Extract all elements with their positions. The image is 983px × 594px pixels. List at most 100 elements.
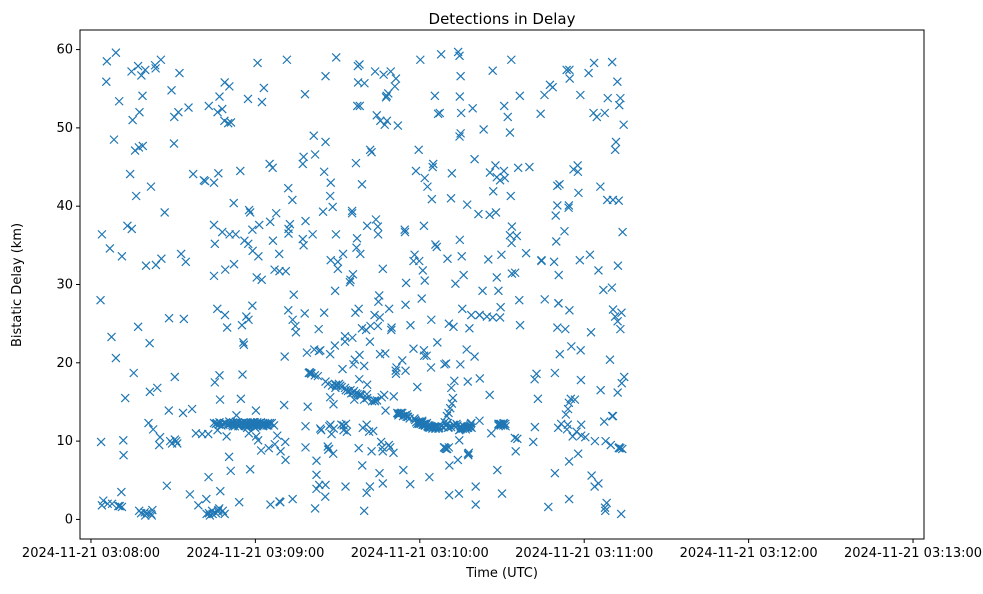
data-point xyxy=(433,109,443,119)
data-point xyxy=(243,239,253,249)
x-tick-label: 2024-11-21 03:12:00 xyxy=(680,546,818,561)
data-point xyxy=(167,85,176,95)
data-point xyxy=(455,92,465,101)
chart-title: Detections in Delay xyxy=(429,10,576,28)
data-point xyxy=(217,104,227,114)
x-axis-label: Time (UTC) xyxy=(465,566,538,581)
data-point xyxy=(515,91,525,101)
data-point xyxy=(263,418,273,428)
data-point xyxy=(201,494,211,504)
data-point xyxy=(299,152,309,162)
data-point xyxy=(275,497,285,507)
data-point xyxy=(184,103,193,112)
data-point xyxy=(386,67,396,76)
data-point xyxy=(279,400,289,410)
data-point xyxy=(554,270,564,280)
data-point xyxy=(209,178,219,188)
data-point xyxy=(285,219,295,229)
data-point xyxy=(613,388,623,397)
data-point xyxy=(226,117,236,127)
data-point xyxy=(220,265,230,275)
data-point xyxy=(589,58,599,68)
data-point xyxy=(223,118,233,128)
data-point xyxy=(384,304,394,314)
data-point xyxy=(243,94,253,104)
data-point xyxy=(265,217,275,227)
data-point xyxy=(420,173,430,183)
data-point xyxy=(385,442,395,452)
data-point xyxy=(289,290,299,300)
data-point xyxy=(238,338,248,347)
data-point xyxy=(281,455,290,465)
data-point xyxy=(145,387,155,397)
data-point xyxy=(162,481,172,491)
data-point xyxy=(606,440,616,450)
data-point xyxy=(362,389,372,399)
data-point xyxy=(144,418,153,428)
data-point xyxy=(330,341,340,351)
data-point xyxy=(309,131,319,141)
data-point xyxy=(393,121,403,130)
data-point xyxy=(454,435,464,445)
data-point xyxy=(475,416,484,426)
data-point xyxy=(456,128,466,138)
data-point xyxy=(372,395,382,405)
data-point xyxy=(265,159,275,169)
data-point xyxy=(299,240,309,250)
data-point xyxy=(156,254,166,264)
data-point xyxy=(365,337,375,347)
data-point xyxy=(253,435,263,445)
data-point xyxy=(492,465,502,475)
data-point xyxy=(160,208,170,217)
data-point xyxy=(355,60,364,69)
x-tick-label: 2024-11-21 03:08:00 xyxy=(22,546,160,561)
data-point xyxy=(224,452,234,462)
data-point xyxy=(339,421,349,430)
data-point xyxy=(133,61,143,71)
data-point xyxy=(325,191,335,201)
data-point xyxy=(576,345,586,355)
data-point xyxy=(171,436,181,446)
data-point xyxy=(375,312,385,322)
data-point xyxy=(229,198,239,208)
data-point xyxy=(462,345,472,354)
data-point xyxy=(215,486,225,496)
data-point xyxy=(176,249,186,259)
data-point xyxy=(499,101,509,111)
data-point xyxy=(443,254,452,264)
y-tick-label: 20 xyxy=(56,356,73,371)
data-point xyxy=(402,410,412,419)
data-point xyxy=(271,208,281,218)
data-point xyxy=(497,489,507,499)
data-point xyxy=(354,304,364,314)
data-point xyxy=(470,352,480,361)
data-point xyxy=(237,320,247,330)
data-point xyxy=(617,308,626,318)
plot-frame xyxy=(79,29,925,540)
data-point xyxy=(156,55,166,65)
data-point xyxy=(562,65,572,75)
data-point xyxy=(584,68,594,78)
data-point xyxy=(362,488,372,498)
data-point xyxy=(488,312,498,322)
data-point xyxy=(391,366,401,376)
data-point xyxy=(238,370,247,379)
data-point xyxy=(383,89,393,98)
data-point xyxy=(117,251,127,261)
data-point xyxy=(420,276,430,286)
data-point xyxy=(475,310,484,320)
data-point xyxy=(530,374,540,384)
data-point xyxy=(506,55,516,65)
data-point xyxy=(146,182,156,192)
data-point xyxy=(444,490,454,500)
data-point xyxy=(314,324,324,334)
data-point xyxy=(585,250,595,260)
data-point xyxy=(247,301,257,311)
data-point xyxy=(256,446,266,455)
data-point xyxy=(512,434,522,444)
data-point xyxy=(576,420,586,430)
x-tick-label: 2024-11-21 03:10:00 xyxy=(351,546,489,561)
data-point xyxy=(281,266,291,276)
data-point xyxy=(554,298,563,308)
data-point xyxy=(357,460,367,470)
